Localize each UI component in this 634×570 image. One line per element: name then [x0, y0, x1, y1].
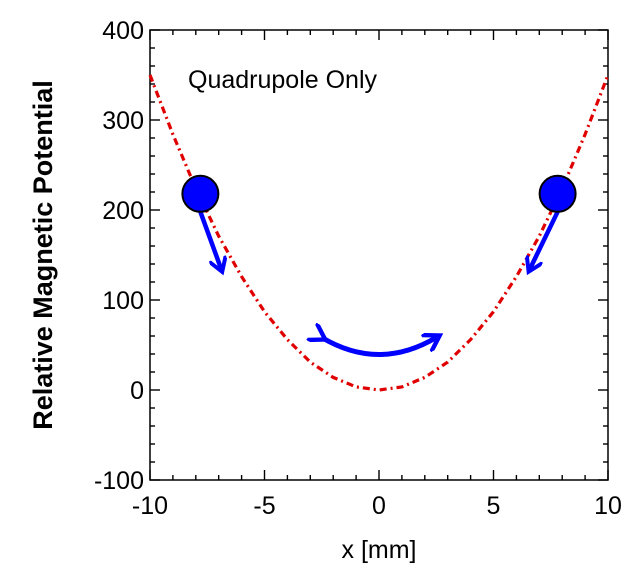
x-tick-label: 5 [487, 492, 501, 520]
x-tick-label: 0 [372, 492, 386, 520]
x-tick-labels: -10 -5 0 5 10 [132, 492, 622, 520]
right-particle-arrow [530, 210, 560, 269]
y-axis-title: Relative Magnetic Potential [28, 80, 58, 430]
y-tick-label: 300 [102, 107, 144, 135]
y-tick-label: 0 [130, 377, 144, 405]
plot-frame [149, 29, 609, 481]
left-particle [181, 174, 220, 213]
oscillation-arrow [322, 338, 437, 357]
y-tick-label: -100 [94, 467, 144, 495]
x-tick-label: -5 [253, 492, 275, 520]
potential-curve-line [148, 74, 610, 392]
y-tick-label: 200 [102, 197, 144, 225]
x-tick-label: 10 [594, 492, 622, 520]
chart-annotation: Quadrupole Only [188, 66, 378, 94]
x-axis-title: x [mm] [342, 536, 417, 564]
y-tick-labels: -100 0 100 200 300 400 [94, 17, 144, 495]
axis-ticks [149, 29, 609, 481]
right-particle [538, 174, 577, 213]
x-tick-label: -10 [132, 492, 168, 520]
left-particle-arrow [198, 211, 221, 269]
y-tick-label: 100 [102, 287, 144, 315]
y-tick-label: 400 [102, 17, 144, 45]
